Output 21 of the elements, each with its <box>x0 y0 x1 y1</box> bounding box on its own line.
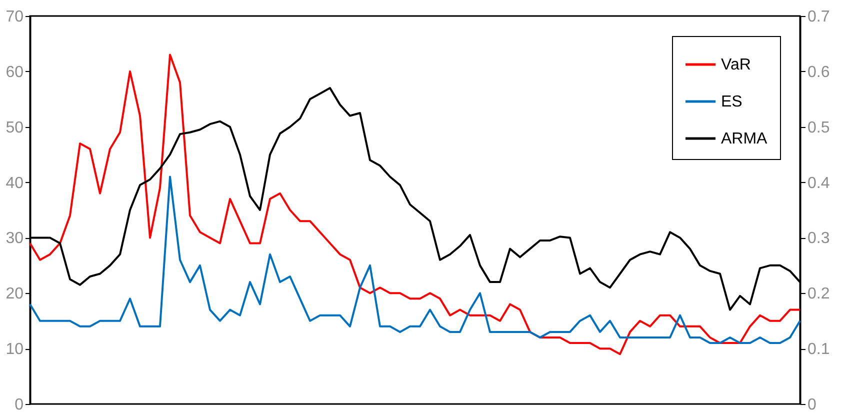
line-series <box>29 176 801 344</box>
y-tick-label: 0 <box>14 396 24 414</box>
y-tick-label: 20 <box>6 286 24 303</box>
y-tick-label: 10 <box>6 341 24 358</box>
y2-tick-label: 0.6 <box>808 64 830 81</box>
y2-tick-label: 0.3 <box>808 230 830 248</box>
y-tick-label: 70 <box>6 8 24 26</box>
legend-label: ES <box>721 94 742 110</box>
y2-tick-label: 0.2 <box>808 286 830 303</box>
y2-tick-label: 0.7 <box>808 8 830 26</box>
y-tick-label: 50 <box>6 119 24 136</box>
legend-label: ARMA <box>721 130 768 148</box>
y-tick-label: 40 <box>6 174 24 192</box>
line-series <box>29 54 801 356</box>
legend-label: VaR <box>721 56 751 74</box>
y2-tick-label: 0.1 <box>808 341 830 358</box>
y2-tick-label: 0.4 <box>808 174 830 192</box>
y2-tick-label: 0 <box>808 396 816 414</box>
y2-tick-label: 0.5 <box>808 119 830 136</box>
y-tick-label: 30 <box>6 230 24 248</box>
y-tick-label: 60 <box>6 64 24 81</box>
